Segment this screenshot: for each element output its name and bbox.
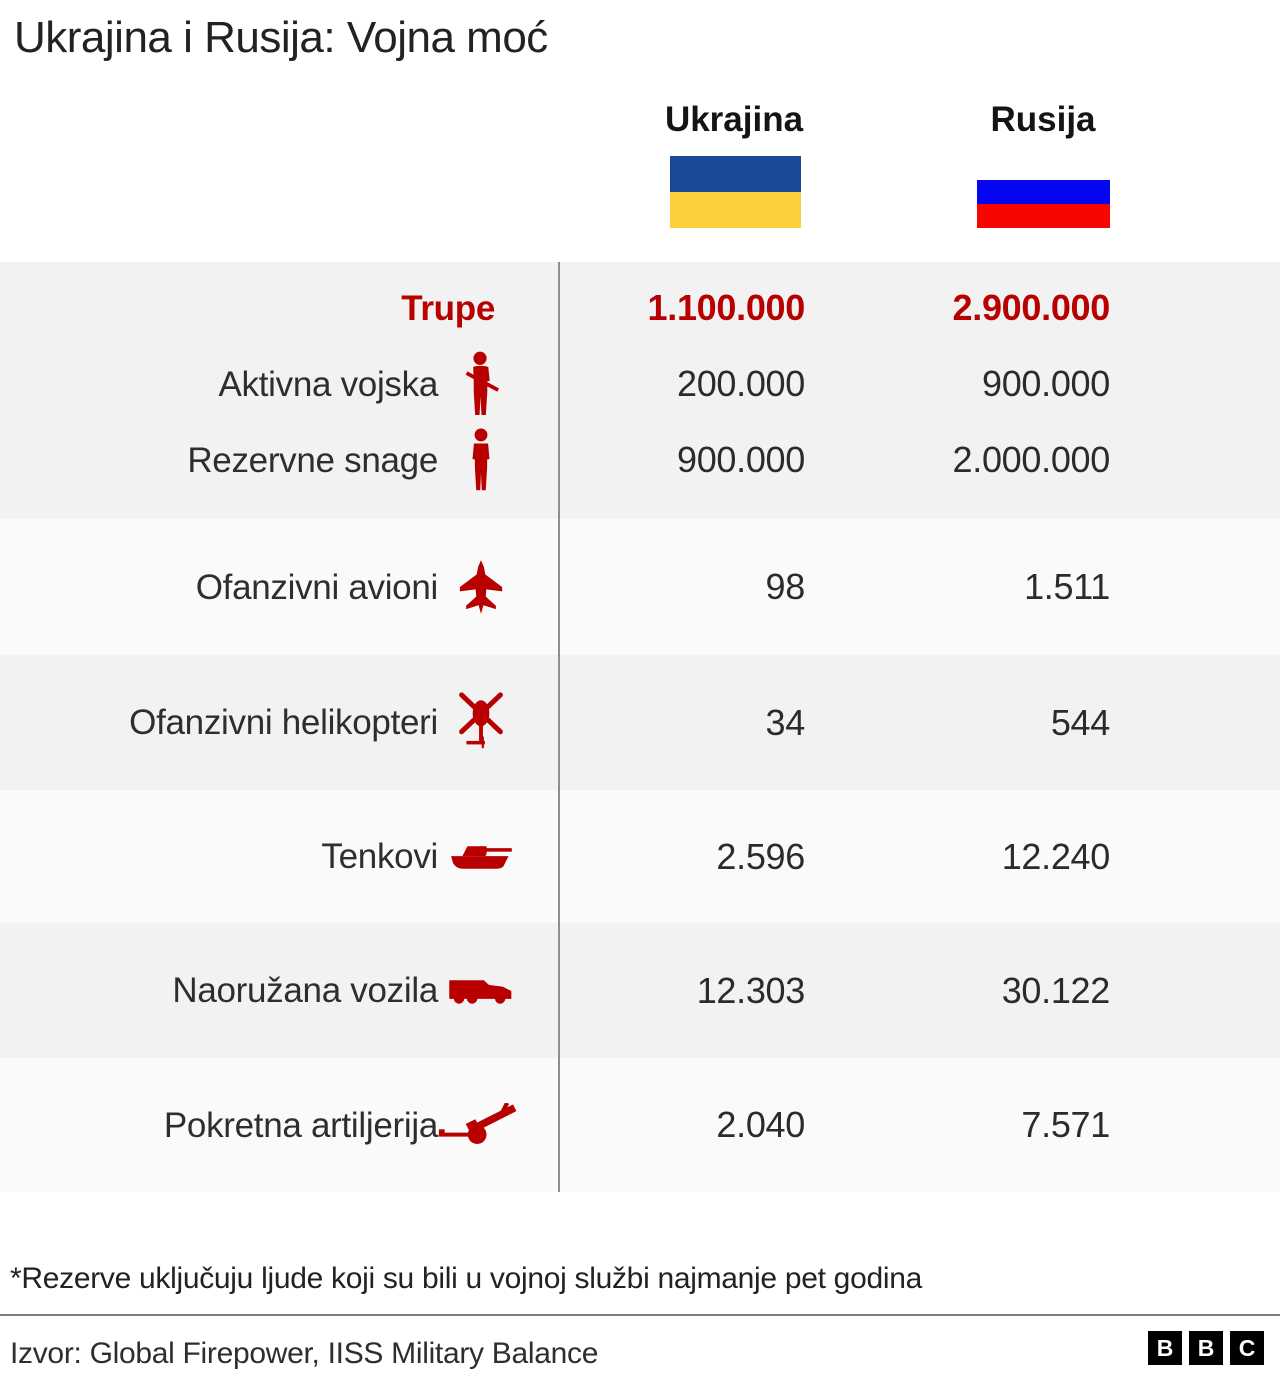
comparison-table: Trupe 1.100.000 2.900.000 Aktivna vojska: [0, 262, 1280, 1192]
value-russia: 30.122: [1001, 969, 1111, 1011]
tank-icon: [438, 843, 524, 871]
value-russia: 2.900.000: [952, 287, 1111, 328]
armored-vehicle-icon: [438, 977, 524, 1005]
value-ukraine: 2.596: [716, 835, 805, 877]
bbc-logo-letter: B: [1148, 1331, 1182, 1365]
value-ukraine: 2.040: [716, 1104, 805, 1145]
row-label: Ofanzivni avioni: [195, 567, 439, 607]
value-ukraine: 1.100.000: [647, 287, 806, 328]
fighter-jet-icon: [438, 560, 524, 614]
row-label: Pokretna artiljerija: [163, 1105, 438, 1145]
row-label-cell: Trupe: [0, 291, 558, 326]
ukraine-flag-blue-stripe: [670, 156, 801, 192]
row-label: Naoružana vozila: [172, 971, 438, 1010]
value-russia: 900.000: [981, 363, 1110, 404]
value-ukraine: 900.000: [676, 439, 805, 480]
ukraine-flag-yellow-stripe: [670, 192, 801, 228]
value-russia: 544: [1050, 701, 1110, 743]
table-row-tanks: Tenkovi 2.596 12.240: [0, 790, 1280, 923]
bbc-logo-letter: B: [1189, 1331, 1223, 1365]
reservist-icon: [438, 427, 524, 493]
column-divider: [558, 262, 560, 1192]
table-band: Ofanzivni avioni 98 1.511: [0, 519, 1280, 655]
row-label-cell: Aktivna vojska: [0, 351, 558, 417]
helicopter-icon: [438, 691, 524, 754]
bottom-divider-line: [0, 1314, 1280, 1316]
value-ukraine: 12.303: [696, 969, 806, 1011]
column-header-russia: Rusija: [990, 100, 1096, 139]
value-russia: 2.000.000: [952, 439, 1111, 480]
value-ukraine: 34: [765, 701, 806, 743]
table-row-mobile-artillery: Pokretna artiljerija 2.040 7.571: [0, 1058, 1280, 1192]
russia-flag-red-stripe: [977, 204, 1110, 228]
ukraine-flag: [670, 156, 801, 228]
value-ukraine: 200.000: [676, 363, 805, 404]
row-label-cell: Tenkovi: [0, 839, 558, 874]
table-band: Pokretna artiljerija 2.040 7.571: [0, 1058, 1280, 1192]
page-title: Ukrajina i Rusija: Vojna moć: [14, 13, 548, 62]
soldier-icon: [438, 351, 524, 417]
bbc-logo-letter: C: [1230, 1331, 1264, 1365]
row-label-cell: Pokretna artiljerija: [0, 1103, 558, 1147]
table-row-attack-helicopters: Ofanzivni helikopteri: [0, 655, 1280, 790]
bbc-logo: B B C: [1148, 1331, 1264, 1365]
source-attribution: Izvor: Global Firepower, IISS Military B…: [10, 1337, 599, 1370]
value-russia: 1.511: [1024, 566, 1110, 607]
value-russia: 7.571: [1021, 1104, 1110, 1145]
table-band: Naoružana vozila 12.303 30.122: [0, 923, 1280, 1058]
column-header-ukraine: Ukrajina: [664, 100, 804, 139]
value-russia: 12.240: [1001, 835, 1111, 877]
row-label: Trupe: [401, 288, 495, 328]
row-label-cell: Naoružana vozila: [0, 973, 558, 1008]
russia-flag-blue-stripe: [977, 180, 1110, 205]
russia-flag: [977, 156, 1110, 228]
russia-flag-white-stripe: [977, 156, 1110, 181]
row-label: Aktivna vojska: [218, 364, 438, 404]
value-ukraine: 98: [765, 566, 806, 607]
footnote: *Rezerve uključuju ljude koji su bili u …: [10, 1262, 922, 1295]
table-row-attack-aircraft: Ofanzivni avioni 98 1.511: [0, 519, 1280, 655]
table-band: Tenkovi 2.596 12.240: [0, 790, 1280, 923]
row-label-cell: Rezervne snage: [0, 427, 558, 493]
row-label-cell: Ofanzivni avioni: [0, 560, 558, 614]
artillery-icon: [438, 1103, 524, 1147]
row-label-cell: Ofanzivni helikopteri: [0, 691, 558, 754]
row-label: Ofanzivni helikopteri: [129, 703, 438, 742]
row-label: Rezervne snage: [187, 440, 438, 480]
table-row-armored-vehicles: Naoružana vozila 12.303 30.122: [0, 923, 1280, 1058]
row-label: Tenkovi: [321, 837, 438, 876]
table-row-troops: Trupe 1.100.000 2.900.000: [0, 270, 1280, 346]
table-band: Trupe 1.100.000 2.900.000 Aktivna vojska: [0, 262, 1280, 519]
table-row-reserve-forces: Rezervne snage 900.000 2.000.000: [0, 422, 1280, 498]
table-row-active-army: Aktivna vojska 200.000 900.000: [0, 346, 1280, 422]
table-band: Ofanzivni helikopteri: [0, 655, 1280, 790]
